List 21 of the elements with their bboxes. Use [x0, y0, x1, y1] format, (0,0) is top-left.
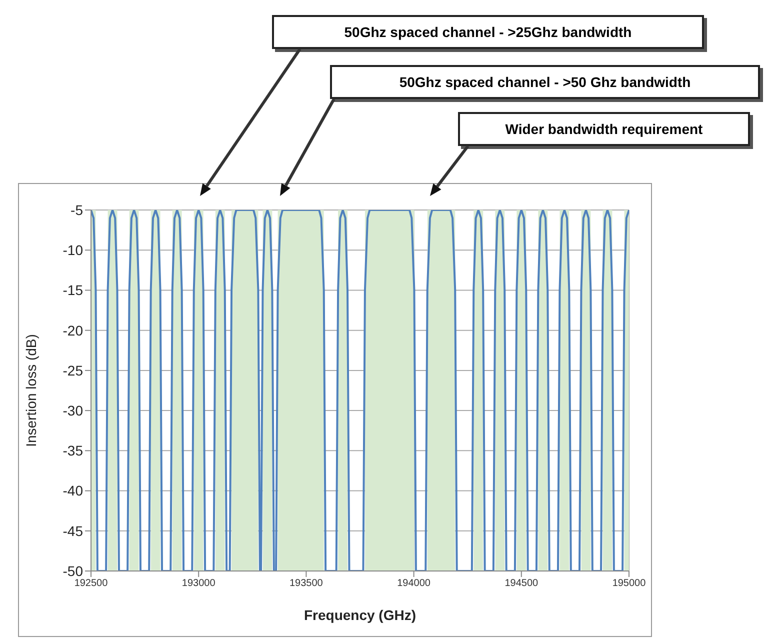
y-tick-label: -50: [62, 562, 84, 579]
y-tick-label: -10: [62, 242, 84, 258]
x-tick-label: 192500: [74, 578, 108, 590]
y-axis-title: Insertion loss (dB): [22, 334, 39, 447]
y-tick-label: -40: [62, 482, 84, 499]
x-axis-title: Frequency (GHz): [304, 607, 416, 623]
y-tick-label: -20: [62, 322, 84, 338]
y-tick-label: -35: [62, 442, 84, 459]
x-tick-label: 193500: [290, 578, 324, 590]
x-tick-label: 194500: [504, 578, 539, 590]
x-tick-label: 193000: [182, 578, 216, 590]
text: 50Ghz spaced channel - >25Ghz bandwidth: [272, 15, 704, 49]
x-tick-label: 195000: [612, 578, 646, 590]
text: 50Ghz spaced channel - >50 Ghz bandwidth: [330, 65, 760, 99]
y-tick-label: -25: [62, 362, 84, 378]
x-tick-label: 194000: [397, 578, 431, 590]
y-tick-label: -5: [70, 202, 84, 218]
y-tick-label: -45: [62, 522, 84, 539]
y-tick-label: -30: [62, 402, 84, 419]
y-tick-label: -15: [62, 282, 84, 298]
text: Wider bandwidth requirement: [458, 112, 750, 146]
